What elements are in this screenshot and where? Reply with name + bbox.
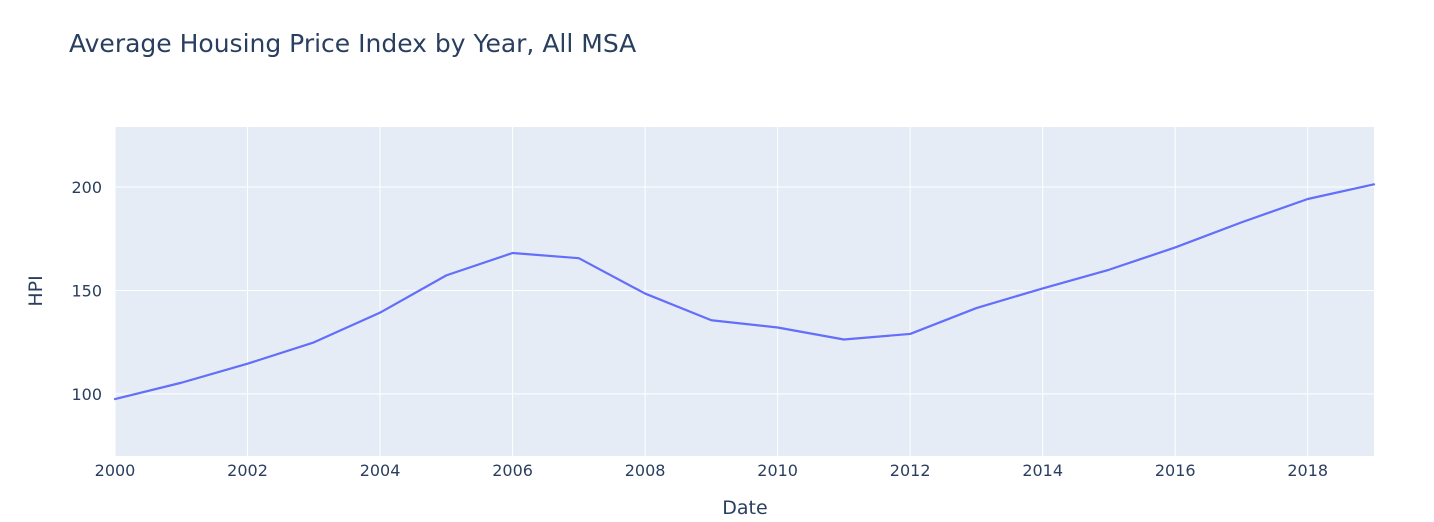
plot-area — [115, 127, 1374, 456]
y-axis-label: HPI — [25, 275, 47, 306]
x-tick-label: 2012 — [890, 461, 931, 480]
x-tick-label: 2008 — [625, 461, 666, 480]
data-point[interactable] — [1040, 286, 1045, 291]
x-gridlines — [114, 127, 1309, 456]
data-point[interactable] — [1372, 182, 1377, 187]
x-tick-label: 2018 — [1287, 461, 1328, 480]
y-tick-labels: 100 150 200 — [71, 178, 102, 404]
series-line — [113, 183, 1376, 401]
data-point[interactable] — [378, 310, 383, 315]
x-tick-label: 2006 — [492, 461, 533, 480]
data-point[interactable] — [113, 397, 118, 402]
x-tick-labels: 2000 2002 2004 2006 2008 2010 2012 2014 2016 2018 — [95, 461, 1328, 480]
data-point[interactable] — [444, 273, 449, 278]
data-point[interactable] — [775, 325, 780, 330]
data-point[interactable] — [709, 318, 714, 323]
x-tick-label: 2000 — [95, 461, 136, 480]
data-point[interactable] — [1106, 267, 1111, 272]
chart-title: Average Housing Price Index by Year, All… — [69, 29, 636, 58]
data-point[interactable] — [1173, 245, 1178, 250]
x-tick-label: 2010 — [757, 461, 798, 480]
y-tick-label: 150 — [71, 281, 102, 300]
x-tick-label: 2004 — [360, 461, 401, 480]
data-point[interactable] — [576, 256, 581, 261]
data-point[interactable] — [841, 337, 846, 342]
x-axis-label: Date — [722, 497, 767, 519]
data-point[interactable] — [1239, 220, 1244, 225]
x-tick-label: 2016 — [1155, 461, 1196, 480]
data-point[interactable] — [510, 251, 515, 256]
data-point[interactable] — [974, 306, 979, 311]
data-point[interactable] — [311, 340, 316, 345]
data-point[interactable] — [1305, 197, 1310, 202]
x-tick-label: 2002 — [227, 461, 268, 480]
series-layer — [113, 182, 1377, 402]
data-point[interactable] — [643, 291, 648, 296]
y-tick-label: 200 — [71, 178, 102, 197]
data-point[interactable] — [908, 331, 913, 336]
y-gridlines — [115, 186, 1374, 395]
data-point[interactable] — [245, 361, 250, 366]
data-point[interactable] — [179, 380, 184, 385]
y-tick-label: 100 — [71, 385, 102, 404]
x-tick-label: 2014 — [1022, 461, 1063, 480]
